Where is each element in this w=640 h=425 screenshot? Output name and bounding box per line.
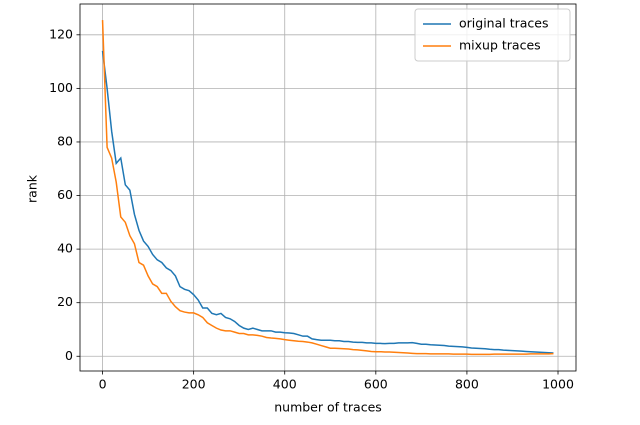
line-series bbox=[101, 20, 554, 356]
y-tick-label: 0 bbox=[65, 348, 73, 363]
y-tick-label: 40 bbox=[57, 241, 73, 256]
x-tick-label: 1000 bbox=[542, 377, 574, 392]
x-tick-label: 0 bbox=[99, 377, 107, 392]
legend-label: mixup traces bbox=[459, 38, 541, 53]
x-tick-label: 800 bbox=[455, 377, 479, 392]
plot-frame bbox=[79, 3, 577, 372]
y-tick-label: 80 bbox=[57, 133, 73, 148]
y-tick-label: 60 bbox=[57, 187, 73, 202]
x-tick-label: 400 bbox=[273, 377, 297, 392]
y-axis-label: rank bbox=[25, 174, 40, 203]
line-series bbox=[101, 50, 554, 354]
x-tick-label: 600 bbox=[364, 377, 388, 392]
y-tick-label: 120 bbox=[49, 26, 73, 41]
x-tick-label: 200 bbox=[182, 377, 206, 392]
legend-label: original traces bbox=[459, 16, 548, 31]
y-tick-label: 100 bbox=[49, 80, 73, 95]
legend-box bbox=[414, 8, 571, 62]
x-axis-label: number of traces bbox=[274, 400, 382, 415]
y-tick-label: 20 bbox=[57, 294, 73, 309]
